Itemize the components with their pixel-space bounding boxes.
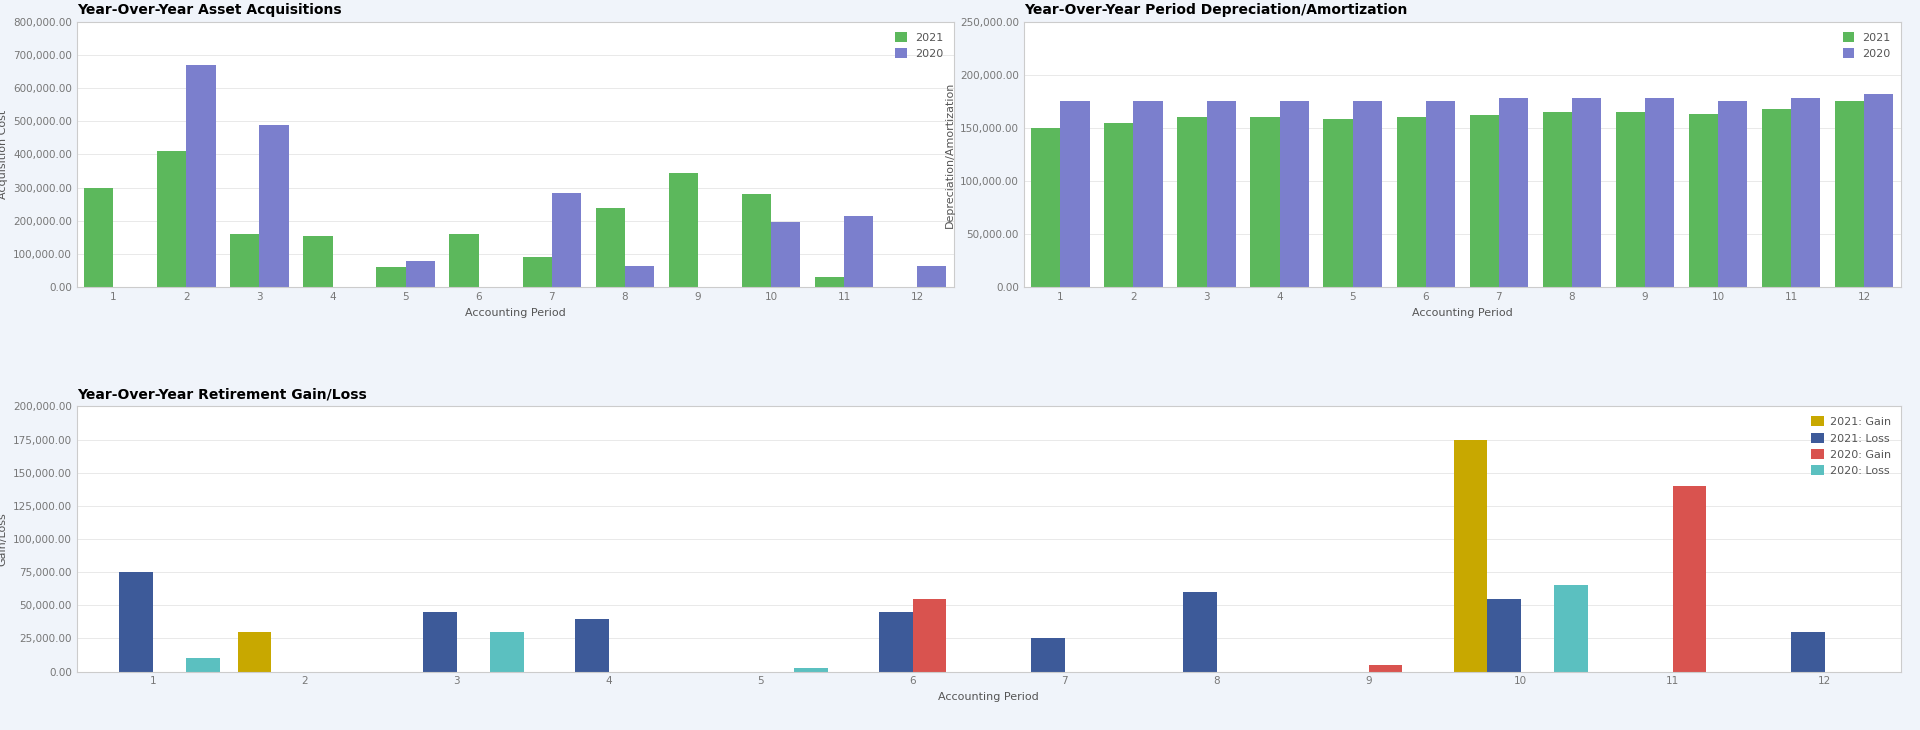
Bar <box>879 612 912 672</box>
Bar <box>186 658 219 672</box>
Bar <box>449 234 478 287</box>
Bar <box>1060 101 1091 287</box>
Bar <box>1469 115 1500 287</box>
Bar <box>1500 99 1528 287</box>
Bar <box>1206 101 1236 287</box>
Bar <box>741 194 772 287</box>
Text: Year-Over-Year Retirement Gain/Loss: Year-Over-Year Retirement Gain/Loss <box>77 387 367 401</box>
Bar <box>1354 101 1382 287</box>
Bar <box>1323 120 1354 287</box>
Legend: 2021, 2020: 2021, 2020 <box>1837 28 1895 64</box>
Bar <box>1250 118 1279 287</box>
Bar <box>1183 592 1217 672</box>
Bar <box>522 257 551 287</box>
Bar <box>259 125 288 287</box>
Bar <box>1104 123 1133 287</box>
Bar <box>157 151 186 287</box>
Bar <box>1718 101 1747 287</box>
Text: Year-Over-Year Period Depreciation/Amortization: Year-Over-Year Period Depreciation/Amort… <box>1023 3 1407 17</box>
Bar <box>918 266 947 287</box>
Y-axis label: Gain/Loss: Gain/Loss <box>0 512 8 566</box>
Bar <box>576 618 609 672</box>
Bar <box>376 267 405 287</box>
Bar <box>795 668 828 672</box>
Bar <box>1031 128 1060 287</box>
Bar <box>1133 101 1164 287</box>
Bar <box>424 612 457 672</box>
Bar <box>238 632 271 672</box>
Bar <box>772 223 801 287</box>
Bar <box>230 234 259 287</box>
Bar <box>1031 639 1066 672</box>
Bar <box>595 207 624 287</box>
Bar <box>1555 585 1588 672</box>
Bar <box>1396 118 1427 287</box>
Bar <box>1488 599 1521 672</box>
X-axis label: Accounting Period: Accounting Period <box>1411 307 1513 318</box>
Bar <box>551 193 582 287</box>
Bar <box>1453 439 1488 672</box>
Bar <box>1763 109 1791 287</box>
Legend: 2021: Gain, 2021: Loss, 2020: Gain, 2020: Loss: 2021: Gain, 2021: Loss, 2020: Gain, 2020… <box>1807 412 1895 480</box>
Bar <box>1177 118 1206 287</box>
Bar <box>1672 486 1707 672</box>
Bar <box>1369 665 1402 672</box>
Bar <box>1645 99 1674 287</box>
Bar <box>84 188 113 287</box>
Bar <box>1572 99 1601 287</box>
Y-axis label: Acquisition Cost: Acquisition Cost <box>0 110 8 199</box>
Bar <box>845 216 874 287</box>
Bar <box>1427 101 1455 287</box>
Bar <box>814 277 845 287</box>
X-axis label: Accounting Period: Accounting Period <box>939 692 1039 702</box>
Bar <box>1617 112 1645 287</box>
Bar <box>1791 99 1820 287</box>
Y-axis label: Depreciation/Amortization: Depreciation/Amortization <box>945 81 954 228</box>
X-axis label: Accounting Period: Accounting Period <box>465 307 566 318</box>
Bar <box>1836 101 1864 287</box>
Bar <box>119 572 154 672</box>
Legend: 2021, 2020: 2021, 2020 <box>891 28 948 64</box>
Bar <box>1544 112 1572 287</box>
Bar <box>1791 632 1824 672</box>
Bar <box>912 599 947 672</box>
Text: Year-Over-Year Asset Acquisitions: Year-Over-Year Asset Acquisitions <box>77 3 342 17</box>
Bar <box>186 65 215 287</box>
Bar <box>668 173 699 287</box>
Bar <box>490 632 524 672</box>
Bar <box>1279 101 1309 287</box>
Bar <box>405 261 434 287</box>
Bar <box>1864 94 1893 287</box>
Bar <box>303 236 332 287</box>
Bar <box>624 266 655 287</box>
Bar <box>1690 114 1718 287</box>
